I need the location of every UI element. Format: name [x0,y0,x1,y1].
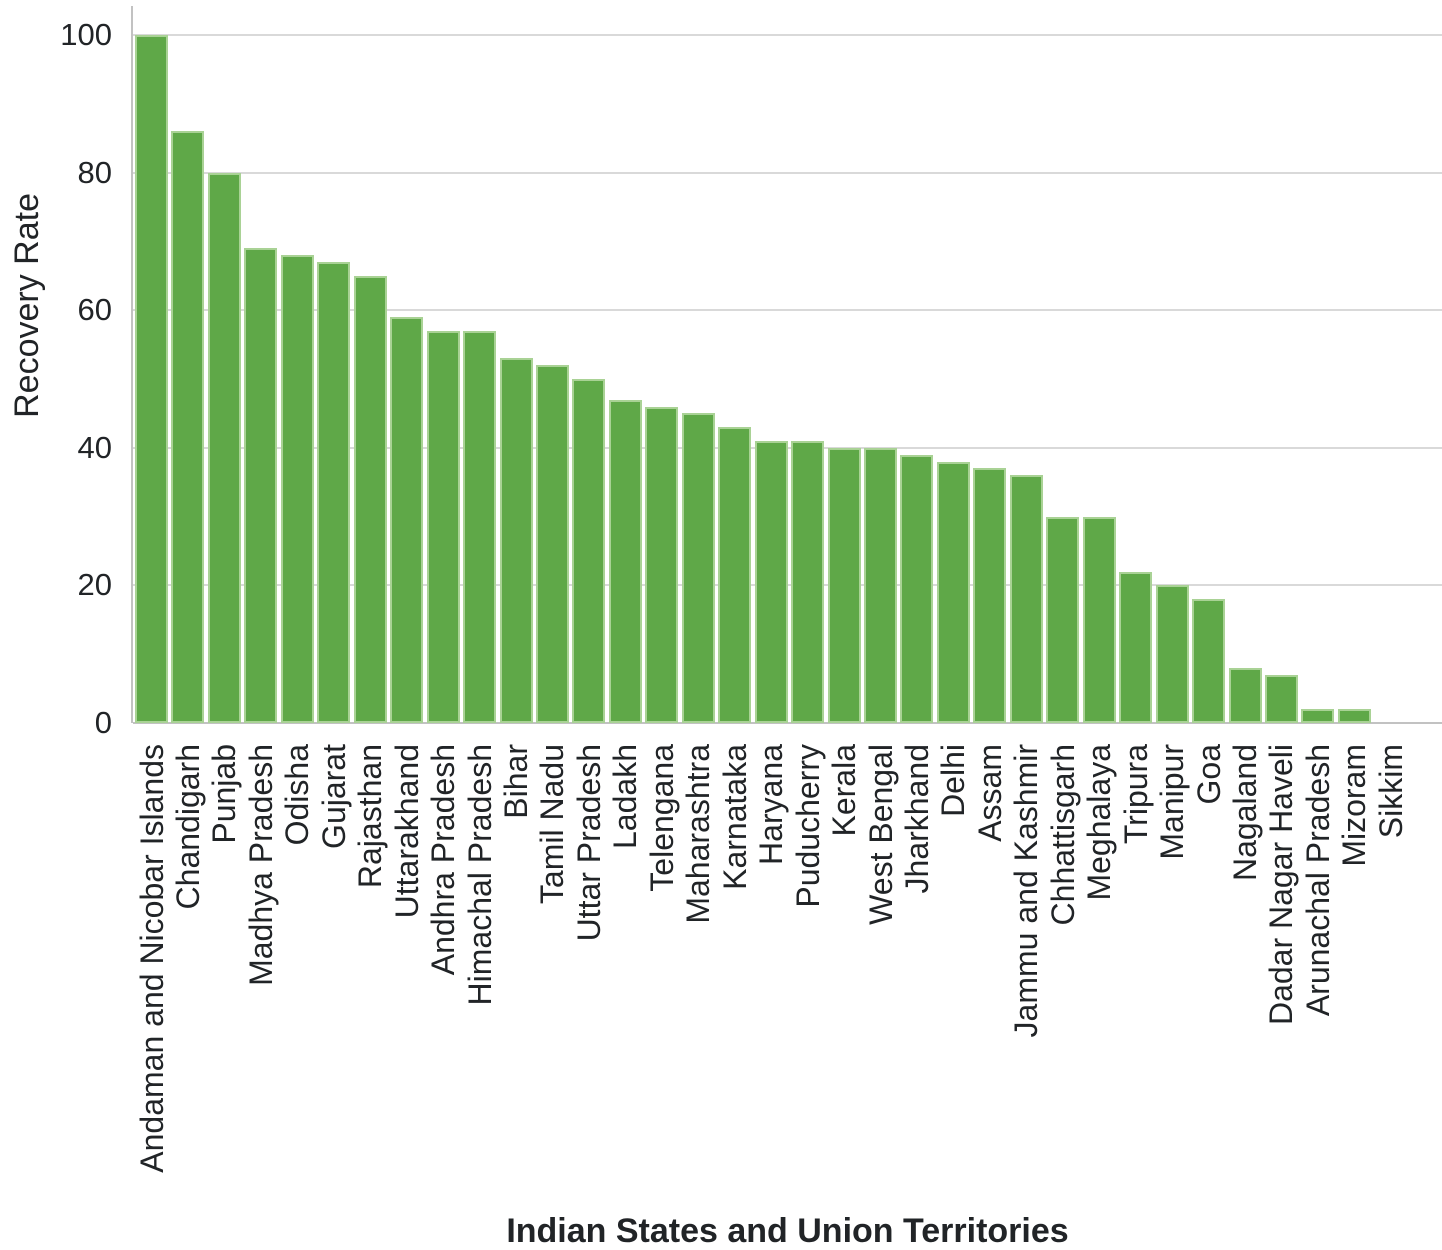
x-tick-label-delhi: Delhi [935,744,972,817]
bar-puducherry [791,441,825,723]
bar-uttar-pradesh [572,379,606,723]
x-tick-label-dadar-nagar-haveli: Dadar Nagar Haveli [1263,744,1300,1026]
bar-rajasthan [353,276,387,723]
x-tick-label-jharkhand: Jharkhand [898,744,935,894]
x-tick-label-himachal-pradesh: Himachal Pradesh [461,744,498,1006]
y-tick-label-100: 100 [60,17,112,52]
bar-haryana [754,441,788,723]
x-tick-label-meghalaya: Meghalaya [1081,744,1118,901]
y-tick-label-0: 0 [94,705,112,740]
bar-chandigarh [171,131,205,723]
x-tick-label-madhya-pradesh: Madhya Pradesh [242,744,279,986]
x-tick-label-tamil-nadu: Tamil Nadu [534,744,571,905]
x-tick-label-west-bengal: West Bengal [862,744,899,925]
bar-madhya-pradesh [244,248,278,723]
x-tick-label-manipur: Manipur [1154,744,1191,860]
bar-tamil-nadu [535,365,569,723]
y-tick-label-20: 20 [77,567,112,603]
bar-karnataka [718,427,752,723]
x-tick-label-rajasthan: Rajasthan [352,744,389,889]
x-tick-label-arunachal-pradesh: Arunachal Pradesh [1299,744,1336,1017]
gridline-80 [133,171,1442,174]
bar-bihar [499,358,533,723]
bar-jammu-and-kashmir [1009,475,1043,723]
x-tick-label-jammu-and-kashmir: Jammu and Kashmir [1008,744,1045,1038]
bar-arunachal-pradesh [1301,709,1335,723]
bar-west-bengal [864,448,897,723]
bar-chhattisgarh [1046,517,1080,723]
bar-dadar-nagar-haveli [1264,675,1298,723]
x-axis-title: Indian States and Union Territories [506,1212,1069,1250]
bar-maharashtra [681,413,715,723]
x-tick-label-nagaland: Nagaland [1227,744,1263,881]
y-axis-line [131,6,133,723]
bar-assam [973,468,1007,723]
bar-uttarakhand [390,317,424,723]
bar-delhi [936,462,970,723]
bar-tripura [1119,572,1153,723]
bar-mizoram [1337,709,1371,723]
x-tick-label-bihar: Bihar [498,744,534,819]
gridline-0 [133,722,1442,724]
bar-gujarat [317,262,351,723]
x-tick-label-puducherry: Puducherry [789,744,826,908]
bar-himachal-pradesh [463,331,497,723]
x-tick-label-mizoram: Mizoram [1336,744,1373,867]
bar-jharkhand [900,455,934,723]
x-tick-label-gujarat: Gujarat [315,744,352,849]
bar-odisha [280,255,314,723]
gridline-60 [133,309,1442,312]
x-tick-label-kerala: Kerala [826,744,863,837]
bar-manipur [1155,585,1189,723]
x-tick-label-karnataka: Karnataka [716,744,753,890]
x-tick-label-uttarakhand: Uttarakhand [388,744,425,919]
bar-goa [1192,599,1226,723]
x-tick-label-telengana: Telengana [643,744,680,892]
x-tick-label-assam: Assam [971,744,1008,842]
bar-punjab [207,173,241,723]
x-tick-label-andaman-and-nicobar-islands: Andaman and Nicobar Islands [133,744,170,1173]
x-tick-label-tripura: Tripura [1117,744,1154,845]
x-tick-label-chhattisgarh: Chhattisgarh [1044,744,1081,926]
x-tick-label-goa: Goa [1190,744,1227,805]
x-tick-label-chandigarh: Chandigarh [169,744,206,910]
x-tick-label-sikkim: Sikkim [1372,744,1409,839]
x-tick-label-odisha: Odisha [279,744,316,846]
gridline-100 [133,34,1442,36]
bar-nagaland [1228,668,1262,723]
x-tick-label-maharashtra: Maharashtra [680,744,717,924]
x-tick-label-punjab: Punjab [206,744,243,844]
bar-andaman-and-nicobar-islands [135,35,168,723]
bar-andhra-pradesh [426,331,460,723]
bar-meghalaya [1082,517,1116,723]
y-tick-label-40: 40 [77,429,112,465]
x-tick-label-ladakh: Ladakh [607,744,644,849]
y-tick-label-60: 60 [77,292,112,328]
x-tick-label-haryana: Haryana [753,744,790,865]
plot-area [133,34,1442,724]
y-tick-label-80: 80 [77,154,112,190]
bar-ladakh [608,400,642,723]
x-tick-label-uttar-pradesh: Uttar Pradesh [570,744,607,942]
bar-telengana [645,407,679,723]
x-tick-label-andhra-pradesh: Andhra Pradesh [425,744,462,976]
bar-kerala [827,448,861,723]
